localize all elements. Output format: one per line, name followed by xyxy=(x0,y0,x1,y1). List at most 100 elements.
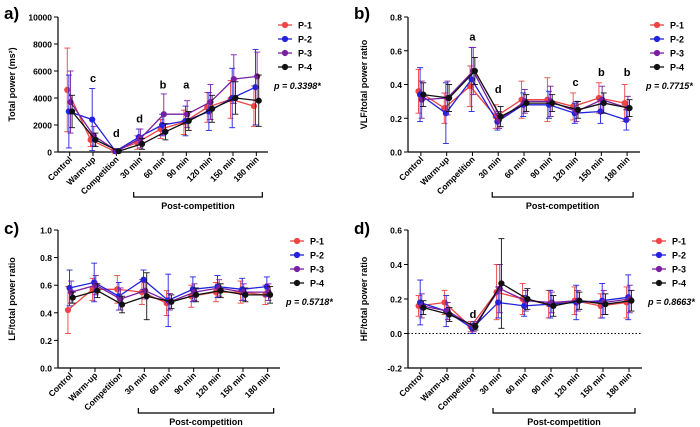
legend-entry: P-4 xyxy=(310,279,324,289)
data-point xyxy=(602,301,609,308)
legend-marker xyxy=(653,21,661,29)
data-point xyxy=(69,294,76,301)
series-p-4 xyxy=(420,238,635,331)
data-point xyxy=(232,94,239,102)
significance-letter: a xyxy=(469,32,476,44)
legend-entry: P-2 xyxy=(298,35,312,45)
data-point xyxy=(217,287,224,294)
data-point xyxy=(250,103,258,110)
legend-marker xyxy=(653,63,661,71)
x-tick-label: 150 min xyxy=(576,154,605,183)
series-p-4 xyxy=(69,272,274,321)
y-tick-label: 0.2 xyxy=(40,336,52,346)
data-point xyxy=(168,298,175,305)
y-tick-label: 1.0 xyxy=(40,226,52,236)
x-tick-label: 60 min xyxy=(503,370,529,396)
data-point xyxy=(138,140,146,147)
chart-panel-1: a) 0 2000 4000 6000 8000 10000 Total power (ms²… xyxy=(4,4,321,211)
legend-marker xyxy=(655,265,663,273)
legend-marker xyxy=(281,35,289,43)
x-tick-label: 180 min xyxy=(604,370,633,399)
significance-letter: b xyxy=(624,67,631,79)
data-point xyxy=(420,304,427,311)
panel-label: d) xyxy=(354,219,370,238)
data-point xyxy=(114,286,121,293)
data-point xyxy=(495,299,502,306)
data-point xyxy=(626,105,633,112)
y-tick-label: 0.0 xyxy=(390,148,402,158)
data-point xyxy=(64,306,72,314)
legend-entry: P-3 xyxy=(672,265,686,275)
group-label: Post-competition xyxy=(161,201,235,211)
y-axis-label: HF/total power ratio xyxy=(359,256,369,341)
data-point xyxy=(242,291,249,298)
y-tick-label: 0 xyxy=(47,148,52,158)
data-point xyxy=(574,106,582,113)
y-tick-label: 0.6 xyxy=(390,46,402,56)
y-axis-label: VLF/total power ratio xyxy=(359,39,369,129)
data-point xyxy=(442,110,449,117)
data-point xyxy=(118,301,126,308)
significance-letter: b xyxy=(160,80,167,92)
p-value-text: p = 0.3398* xyxy=(273,81,321,91)
y-tick-label: 6000 xyxy=(33,67,52,77)
data-point xyxy=(254,73,261,80)
data-point xyxy=(117,295,124,303)
legend-entry: P-2 xyxy=(310,251,324,261)
y-tick-label: 0.8 xyxy=(40,253,52,263)
y-tick-label: 0.0 xyxy=(40,364,52,374)
legend-marker xyxy=(653,49,661,57)
significance-letter: c xyxy=(572,77,578,89)
data-point xyxy=(159,121,166,129)
x-tick-label: 30 min xyxy=(477,154,503,180)
data-point xyxy=(192,291,200,298)
data-point xyxy=(115,148,122,155)
panel-label: c) xyxy=(4,219,19,238)
data-point xyxy=(255,97,262,104)
data-point xyxy=(160,111,167,118)
significance-letter: d xyxy=(470,309,477,321)
legend-entry: P-2 xyxy=(672,251,686,261)
x-tick-label: 120 min xyxy=(193,370,222,399)
y-tick-label: 2000 xyxy=(33,121,52,131)
significance-letter: d xyxy=(136,113,143,125)
legend-entry: P-1 xyxy=(298,21,312,31)
data-point xyxy=(550,302,557,309)
legend-entry: P-4 xyxy=(298,63,312,73)
data-point xyxy=(92,136,99,143)
data-point xyxy=(207,98,214,106)
chart-panel-3: c) 0.0 0.2 0.4 0.6 0.8 1.0 LF/total power ratio… xyxy=(4,219,333,427)
legend-entry: P-4 xyxy=(672,279,686,289)
x-tick-label: 120 min xyxy=(551,154,580,183)
panel-label: a) xyxy=(4,4,19,23)
p-value-text: p = 0.8663* xyxy=(647,297,695,307)
data-point xyxy=(184,111,191,118)
data-point xyxy=(162,128,169,135)
y-tick-label: 0.4 xyxy=(390,80,402,90)
legend-marker xyxy=(655,279,663,287)
legend-entry: P-1 xyxy=(310,237,324,247)
data-point xyxy=(471,67,478,75)
data-point xyxy=(143,293,150,300)
y-axis-label: Total power (ms²) xyxy=(7,47,17,121)
post-competition-bracket xyxy=(491,192,634,198)
data-point xyxy=(94,287,101,294)
y-tick-label: 0.8 xyxy=(390,13,402,23)
data-point xyxy=(549,99,556,107)
data-point xyxy=(68,108,76,115)
data-point xyxy=(67,98,74,106)
y-tick-label: 0.6 xyxy=(40,281,52,291)
legend-marker xyxy=(293,237,301,245)
data-point xyxy=(621,99,628,107)
series-p-4 xyxy=(68,74,262,155)
post-competition-bracket xyxy=(492,408,636,414)
x-tick-label: 30 min xyxy=(123,370,149,396)
legend-entry: P-3 xyxy=(310,265,324,275)
y-tick-label: 10000 xyxy=(28,13,52,23)
p-value-text: p = 0.5718* xyxy=(285,297,333,307)
data-point xyxy=(140,276,147,283)
data-point xyxy=(89,116,96,123)
y-tick-label: 4000 xyxy=(33,94,52,104)
legend-marker xyxy=(293,251,301,259)
x-tick-label: 120 min xyxy=(552,370,581,399)
